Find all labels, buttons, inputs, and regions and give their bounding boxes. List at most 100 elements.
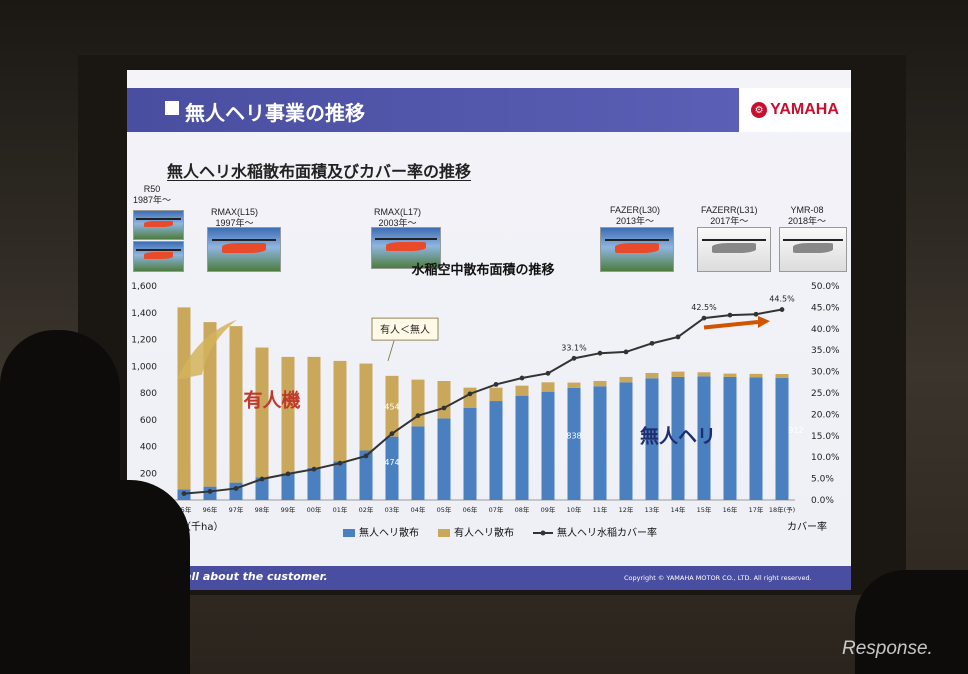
x-tick-label: 13年 <box>645 505 660 514</box>
coverage-point-5 <box>311 466 317 472</box>
coverage-point-15 <box>571 355 577 361</box>
bar-manned-20 <box>697 372 711 377</box>
footer-slogan: It's all about the customer. <box>161 570 328 583</box>
bar-unmanned-7 <box>359 450 373 500</box>
bullet-square-icon <box>165 101 179 115</box>
bar-manned-5 <box>307 356 321 468</box>
bar-manned-17 <box>619 376 633 383</box>
heli-photo-r50-a <box>133 210 184 240</box>
y-right-tick-label: 20.0% <box>811 410 840 420</box>
x-tick-label: 10年 <box>567 505 582 514</box>
y-left-tick-label: 1,000 <box>131 362 157 372</box>
data-label: 33.1% <box>561 343 587 352</box>
bar-unmanned-15 <box>567 387 581 500</box>
bar-manned-21 <box>723 373 737 377</box>
x-tick-label: 00年 <box>307 505 322 514</box>
bar-unmanned-2 <box>229 482 243 500</box>
coverage-point-10 <box>441 405 447 411</box>
y-left-tick-label: 1,200 <box>131 336 157 346</box>
bar-manned-3 <box>255 347 269 478</box>
y-left-tick-label: 1,400 <box>131 309 157 319</box>
y-right-tick-label: 15.0% <box>811 432 840 442</box>
x-tick-label: 96年 <box>203 505 218 514</box>
footer-bar <box>127 566 851 590</box>
bar-unmanned-6 <box>333 461 347 500</box>
bar-manned-14 <box>541 382 555 392</box>
x-tick-label: 03年 <box>385 505 400 514</box>
heli-label-rmax-l17: RMAX(L17) 2003年～ <box>374 207 422 228</box>
y-right-tick-label: 25.0% <box>811 389 840 399</box>
crossover-callout-text: 有人＜無人 <box>380 323 430 336</box>
bar-manned-8 <box>385 375 399 437</box>
coverage-point-23 <box>779 307 785 312</box>
coverage-point-22 <box>753 311 759 317</box>
crossover-callout-box <box>371 317 439 341</box>
x-tick-label: 15年 <box>697 505 712 514</box>
presentation-slide: 無人ヘリ事業の推移 ⚙ YAMAHA 無人ヘリ水稲散布面積及びカバー率の推移 R… <box>127 70 851 590</box>
x-tick-label: 95年 <box>177 505 192 514</box>
heli-label-fazer-l30: FAZER(L30) 2013年～ <box>610 205 661 226</box>
legend-label-manned: 有人ヘリ散布 <box>454 526 514 539</box>
x-tick-label: 16年 <box>723 505 738 514</box>
y-left-tick-label: 800 <box>140 389 157 399</box>
area-coverage-chart: 水稲空中散布面積の推移02004006008001,0001,2001,4001… <box>131 262 840 539</box>
bar-manned-4 <box>281 356 295 474</box>
data-label: 912 <box>788 426 803 435</box>
heli-photo-fazer-l30 <box>600 227 674 272</box>
legend-label-coverage: 無人ヘリ水稲カバー率 <box>557 526 657 539</box>
y-right-axis-title: カバー率 <box>787 520 827 533</box>
heli-label-rmax-l15: RMAX(L15) 1997年～ <box>211 207 259 228</box>
bar-manned-7 <box>359 363 373 451</box>
coverage-point-21 <box>727 312 733 318</box>
bar-unmanned-14 <box>541 391 555 500</box>
heli-label-fazerr-l31: FAZERR(L31) 2017年～ <box>701 205 758 226</box>
bar-unmanned-18 <box>645 378 659 500</box>
footer-copyright: Copyright © YAMAHA MOTOR CO., LTD. All r… <box>624 574 812 582</box>
y-right-tick-label: 5.0% <box>811 475 834 485</box>
bar-unmanned-4 <box>281 473 295 500</box>
legend-swatch-manned <box>438 529 450 537</box>
data-label: 454 <box>384 402 399 411</box>
bar-manned-6 <box>333 360 347 462</box>
bar-manned-0 <box>177 307 191 490</box>
bar-manned-13 <box>515 385 529 396</box>
coverage-point-1 <box>207 489 213 494</box>
x-tick-label: 18年(予) <box>769 505 795 514</box>
bar-manned-10 <box>437 380 451 419</box>
bar-unmanned-3 <box>255 477 269 500</box>
bar-unmanned-5 <box>307 467 321 500</box>
y-left-tick-label: 1,600 <box>131 282 157 292</box>
x-tick-label: 12年 <box>619 505 634 514</box>
audience-silhouette-left-2 <box>40 480 190 674</box>
x-tick-label: 01年 <box>333 505 348 514</box>
bar-unmanned-20 <box>697 376 711 500</box>
y-right-tick-label: 50.0% <box>811 282 840 292</box>
x-tick-label: 99年 <box>281 505 296 514</box>
rice-icon <box>177 319 237 380</box>
x-tick-label: 11年 <box>593 505 608 514</box>
coverage-point-4 <box>285 471 291 477</box>
x-tick-label: 98年 <box>255 505 270 514</box>
bar-unmanned-8 <box>385 436 399 500</box>
x-tick-label: 17年 <box>749 505 764 514</box>
coverage-point-2 <box>233 486 239 491</box>
legend-label-unmanned: 無人ヘリ散布 <box>359 526 419 539</box>
brand-logo: ⚙ YAMAHA <box>739 88 851 132</box>
x-tick-label: 05年 <box>437 505 452 514</box>
x-tick-label: 07年 <box>489 505 504 514</box>
bar-unmanned-9 <box>411 426 425 500</box>
bar-unmanned-19 <box>671 376 685 500</box>
crossover-callout-pointer <box>387 340 395 362</box>
header-bar <box>127 88 739 132</box>
data-label: 474 <box>384 458 399 467</box>
heli-photo-ymr08 <box>779 227 847 272</box>
x-tick-label: 08年 <box>515 505 530 514</box>
bar-unmanned-16 <box>593 386 607 500</box>
legend-marker-coverage <box>540 530 546 536</box>
coverage-point-9 <box>415 413 421 419</box>
bar-unmanned-17 <box>619 382 633 500</box>
audience-silhouette-right <box>855 570 968 674</box>
data-label: 44.5% <box>769 295 795 304</box>
bar-manned-22 <box>749 373 763 378</box>
heli-photo-rmax-l15 <box>207 227 281 272</box>
